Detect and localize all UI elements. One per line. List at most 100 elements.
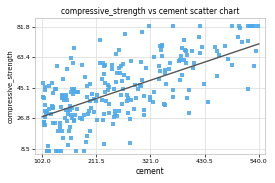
Point <box>103 91 107 94</box>
Point <box>142 114 146 117</box>
Point <box>95 93 100 96</box>
Point <box>71 93 75 96</box>
Point <box>102 65 106 68</box>
Point <box>217 54 222 57</box>
Point <box>51 105 55 108</box>
Point <box>102 72 107 75</box>
Point <box>68 137 73 140</box>
Point <box>95 118 99 121</box>
Point <box>230 25 234 28</box>
Point <box>126 111 131 114</box>
Point <box>75 107 79 110</box>
Point <box>59 106 64 109</box>
Point <box>197 36 201 39</box>
Point <box>198 51 202 54</box>
Point <box>133 83 137 86</box>
Point <box>59 150 63 153</box>
Point <box>72 47 76 50</box>
X-axis label: cement: cement <box>136 167 164 176</box>
Point <box>87 110 92 113</box>
Point <box>158 69 162 72</box>
Point <box>171 96 175 99</box>
Point <box>140 31 145 34</box>
Point <box>113 109 117 112</box>
Point <box>237 25 241 28</box>
Point <box>182 59 187 62</box>
Point <box>214 74 219 77</box>
Point <box>72 90 76 93</box>
Point <box>117 48 122 51</box>
Point <box>55 64 59 67</box>
Point <box>127 118 132 121</box>
Point <box>51 106 55 109</box>
Point <box>162 103 166 106</box>
Point <box>180 74 185 77</box>
Point <box>186 111 191 114</box>
Point <box>78 117 82 119</box>
Point <box>114 80 119 83</box>
Point <box>60 129 64 132</box>
Point <box>41 95 45 98</box>
Point <box>206 100 210 103</box>
Point <box>69 57 73 60</box>
Point <box>71 62 76 65</box>
Point <box>72 118 76 121</box>
Point <box>183 48 187 51</box>
Point <box>156 77 161 80</box>
Point <box>89 107 93 110</box>
Point <box>230 63 234 66</box>
Point <box>129 98 133 101</box>
Point <box>223 45 227 48</box>
Point <box>168 62 173 65</box>
Point <box>88 83 93 86</box>
Point <box>240 41 244 44</box>
Point <box>103 82 108 85</box>
Point <box>74 150 78 153</box>
Point <box>53 122 57 124</box>
Point <box>44 112 49 115</box>
Point <box>126 96 130 99</box>
Point <box>61 96 65 99</box>
Point <box>73 114 78 117</box>
Point <box>142 109 146 112</box>
Point <box>66 143 70 146</box>
Point <box>142 95 147 98</box>
Point <box>124 93 129 96</box>
Point <box>64 119 69 122</box>
Point <box>94 99 98 102</box>
Point <box>82 113 87 116</box>
Point <box>200 45 204 48</box>
Point <box>72 88 76 91</box>
Point <box>144 66 148 69</box>
Point <box>45 149 50 152</box>
Point <box>183 50 188 53</box>
Point <box>54 88 59 91</box>
Point <box>157 64 162 67</box>
Point <box>47 84 51 87</box>
Point <box>66 109 70 112</box>
Point <box>79 64 84 67</box>
Point <box>110 123 115 126</box>
Point <box>140 79 145 81</box>
Point <box>104 99 109 102</box>
Point <box>106 83 110 86</box>
Point <box>119 94 123 97</box>
Point <box>164 82 168 85</box>
Point <box>60 97 64 100</box>
Point <box>134 96 139 99</box>
Point <box>170 89 175 92</box>
Point <box>252 64 257 67</box>
Point <box>86 113 90 116</box>
Point <box>50 104 54 107</box>
Point <box>63 117 67 120</box>
Point <box>167 67 171 70</box>
Point <box>42 120 46 123</box>
Point <box>53 88 57 91</box>
Point <box>48 113 53 116</box>
Point <box>184 62 189 65</box>
Point <box>152 55 157 58</box>
Point <box>246 25 251 28</box>
Point <box>190 50 194 53</box>
Point <box>84 85 89 87</box>
Point <box>69 91 73 94</box>
